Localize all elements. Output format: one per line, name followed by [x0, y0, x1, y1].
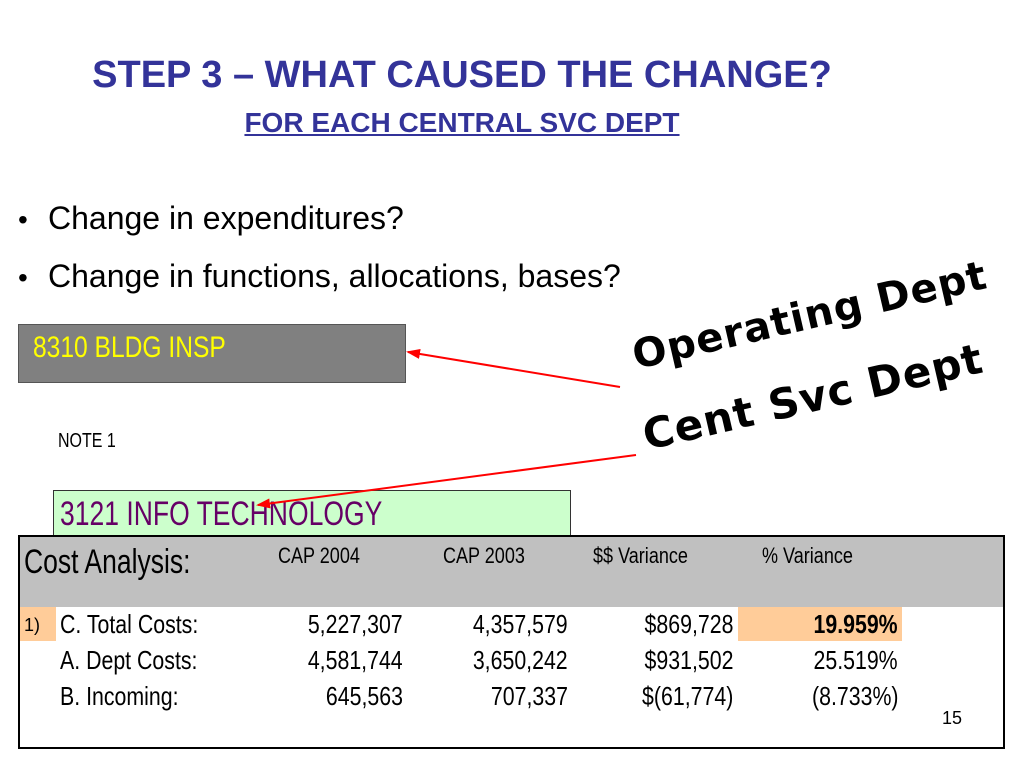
table-header: Cost Analysis: CAP 2004 CAP 2003 $$ Vari… [20, 537, 1003, 607]
central-svc-dept-arrow [256, 454, 637, 509]
column-header-dollar-variance: $$ Variance [593, 543, 688, 568]
cost-analysis-table: Cost Analysis: CAP 2004 CAP 2003 $$ Vari… [18, 535, 1005, 749]
cell-percent-variance: 25.519% [813, 645, 898, 675]
percent-highlight [738, 607, 902, 641]
column-header-percent-variance: % Variance [762, 543, 853, 568]
cell-cap2003: 707,337 [490, 681, 568, 711]
note-label: NOTE 1 [58, 430, 116, 452]
table-row: B. Incoming: 645,563 707,337 $(61,774) (… [20, 679, 1003, 713]
column-header-cap2003: CAP 2003 [443, 543, 525, 568]
slide-title: STEP 3 – WHAT CAUSED THE CHANGE? [92, 54, 832, 96]
column-header-cap2004: CAP 2004 [278, 543, 360, 568]
table-title: Cost Analysis: [24, 543, 191, 581]
bullet-dot: • [18, 204, 28, 235]
central-svc-dept-label: 3121 INFO TECHNOLOGY [60, 495, 383, 533]
cell-dollar-variance: $931,502 [644, 645, 733, 675]
bullet-item: • Change in expenditures? [18, 190, 621, 248]
cell-cap2003: 3,650,242 [473, 645, 568, 675]
bullet-dot: • [18, 262, 28, 293]
operating-dept-label: 8310 BLDG INSP [33, 331, 226, 364]
row-label: C. Total Costs: [60, 609, 199, 639]
table-row: 1) C. Total Costs: 5,227,307 4,357,579 $… [20, 607, 1003, 641]
row-marker-text: 1) [24, 615, 41, 635]
slide-subtitle: FOR EACH CENTRAL SVC DEPT [244, 107, 680, 138]
bullet-list: • Change in expenditures? • Change in func… [18, 190, 621, 306]
cell-cap2004: 4,581,744 [308, 645, 403, 675]
cell-dollar-variance: $(61,774) [641, 681, 733, 711]
bullet-text: Change in functions, allocations, bases? [48, 258, 621, 294]
cell-percent-variance: (8.733%) [811, 681, 898, 711]
row-marker: 1) [20, 607, 56, 641]
operating-dept-arrow [406, 349, 621, 388]
cell-cap2004: 645,563 [325, 681, 403, 711]
cell-cap2004: 5,227,307 [308, 609, 403, 639]
row-label: A. Dept Costs: [60, 645, 198, 675]
cell-cap2003: 4,357,579 [473, 609, 568, 639]
bullet-item: • Change in functions, allocations, bases… [18, 248, 621, 306]
row-label: B. Incoming: [60, 681, 179, 711]
bullet-text: Change in expenditures? [48, 200, 404, 236]
table-row: A. Dept Costs: 4,581,744 3,650,242 $931,… [20, 643, 1003, 677]
cell-dollar-variance: $869,728 [644, 609, 733, 639]
operating-dept-box: 8310 BLDG INSP [18, 324, 406, 383]
cell-percent-variance: 19.959% [813, 609, 898, 639]
page-number: 15 [942, 708, 963, 728]
